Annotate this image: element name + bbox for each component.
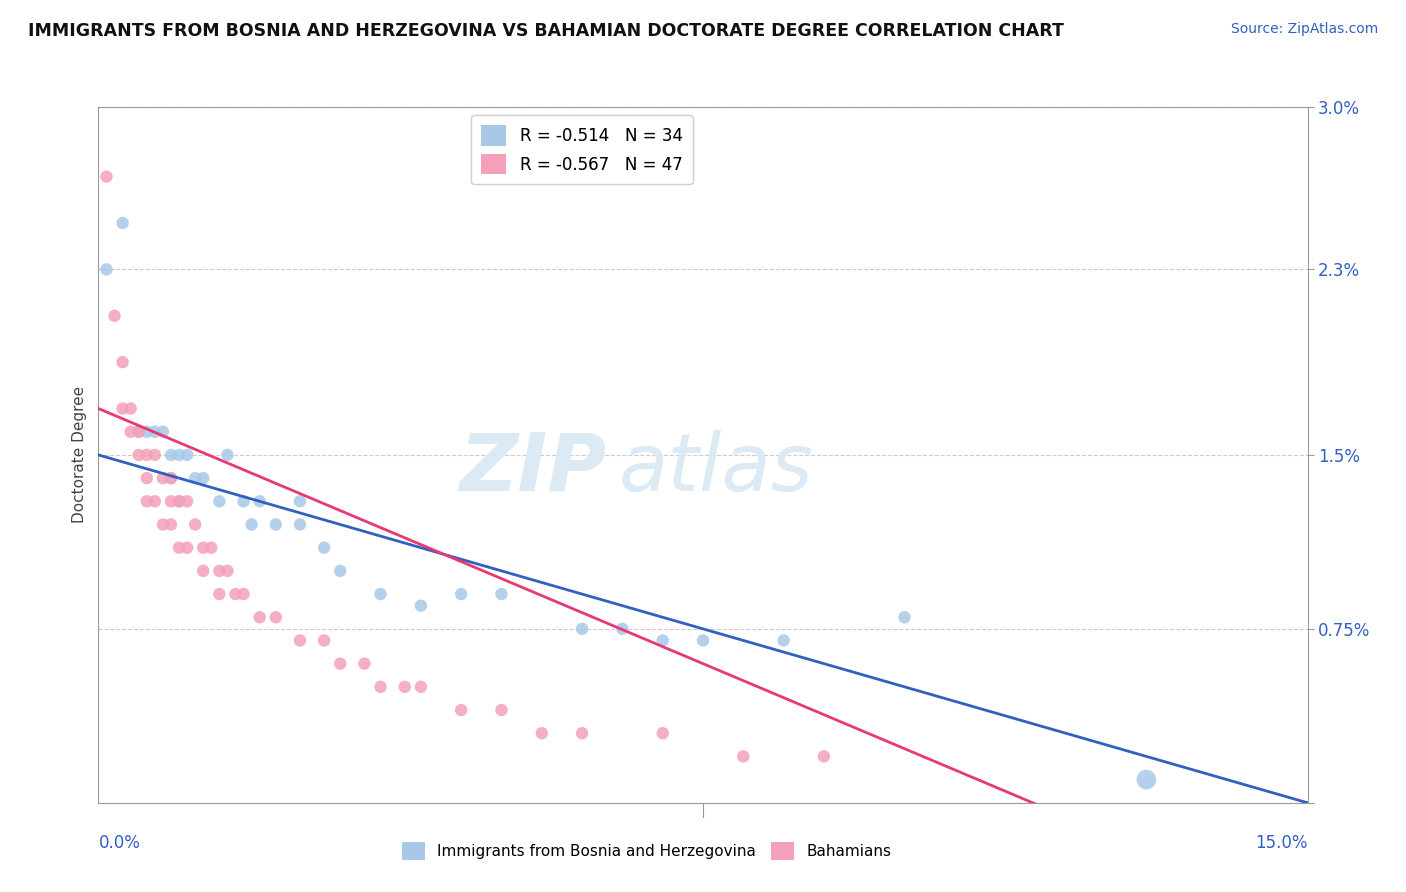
Point bbox=[193, 471, 215, 485]
Point bbox=[200, 541, 222, 555]
Point bbox=[450, 587, 472, 601]
Legend: R = -0.514   N = 34, R = -0.567   N = 47: R = -0.514 N = 34, R = -0.567 N = 47 bbox=[471, 115, 693, 185]
Point bbox=[288, 517, 311, 532]
Point bbox=[96, 262, 118, 277]
Point bbox=[217, 448, 239, 462]
Point bbox=[128, 425, 150, 439]
Point bbox=[152, 425, 174, 439]
Point bbox=[111, 401, 134, 416]
Point bbox=[135, 494, 157, 508]
Point bbox=[120, 425, 142, 439]
Point bbox=[394, 680, 416, 694]
Point bbox=[240, 517, 263, 532]
Text: IMMIGRANTS FROM BOSNIA AND HERZEGOVINA VS BAHAMIAN DOCTORATE DEGREE CORRELATION : IMMIGRANTS FROM BOSNIA AND HERZEGOVINA V… bbox=[28, 22, 1064, 40]
Point bbox=[409, 680, 432, 694]
Text: 15.0%: 15.0% bbox=[1256, 834, 1308, 852]
Point bbox=[103, 309, 125, 323]
Point bbox=[176, 448, 198, 462]
Point bbox=[530, 726, 553, 740]
Point bbox=[612, 622, 634, 636]
Point bbox=[193, 541, 215, 555]
Point bbox=[264, 517, 287, 532]
Point bbox=[217, 564, 239, 578]
Point bbox=[314, 633, 336, 648]
Text: Source: ZipAtlas.com: Source: ZipAtlas.com bbox=[1230, 22, 1378, 37]
Point bbox=[143, 448, 166, 462]
Y-axis label: Doctorate Degree: Doctorate Degree bbox=[72, 386, 87, 524]
Point bbox=[135, 471, 157, 485]
Point bbox=[135, 425, 157, 439]
Point bbox=[128, 425, 150, 439]
Point bbox=[111, 216, 134, 230]
Point bbox=[167, 494, 190, 508]
Point bbox=[143, 425, 166, 439]
Point bbox=[571, 622, 593, 636]
Point bbox=[370, 587, 392, 601]
Point bbox=[176, 541, 198, 555]
Point bbox=[176, 494, 198, 508]
Point bbox=[111, 355, 134, 369]
Point bbox=[208, 564, 231, 578]
Point bbox=[571, 726, 593, 740]
Point bbox=[135, 448, 157, 462]
Text: atlas: atlas bbox=[619, 430, 813, 508]
Point bbox=[249, 610, 271, 624]
Point bbox=[264, 610, 287, 624]
Point bbox=[491, 587, 513, 601]
Point bbox=[167, 494, 190, 508]
Point bbox=[491, 703, 513, 717]
Point bbox=[160, 494, 183, 508]
Point bbox=[193, 564, 215, 578]
Point bbox=[232, 587, 254, 601]
Point bbox=[160, 471, 183, 485]
Point bbox=[692, 633, 714, 648]
Point bbox=[160, 517, 183, 532]
Point bbox=[314, 541, 336, 555]
Point bbox=[232, 494, 254, 508]
Point bbox=[450, 703, 472, 717]
Point bbox=[288, 494, 311, 508]
Point bbox=[160, 471, 183, 485]
Point bbox=[143, 494, 166, 508]
Point bbox=[651, 726, 673, 740]
Point bbox=[329, 564, 352, 578]
Point bbox=[208, 587, 231, 601]
Point bbox=[353, 657, 375, 671]
Point bbox=[409, 599, 432, 613]
Point bbox=[120, 401, 142, 416]
Point bbox=[152, 517, 174, 532]
Point bbox=[370, 680, 392, 694]
Text: ZIP: ZIP bbox=[458, 430, 606, 508]
Point bbox=[1135, 772, 1157, 787]
Point bbox=[160, 448, 183, 462]
Point bbox=[813, 749, 835, 764]
Point bbox=[128, 448, 150, 462]
Point bbox=[167, 541, 190, 555]
Point bbox=[733, 749, 755, 764]
Point bbox=[329, 657, 352, 671]
Point bbox=[184, 471, 207, 485]
Point bbox=[208, 494, 231, 508]
Point bbox=[96, 169, 118, 184]
Point bbox=[224, 587, 246, 601]
Point bbox=[249, 494, 271, 508]
Point bbox=[184, 517, 207, 532]
Point bbox=[152, 471, 174, 485]
Point bbox=[772, 633, 794, 648]
Point bbox=[167, 448, 190, 462]
Text: 0.0%: 0.0% bbox=[98, 834, 141, 852]
Point bbox=[651, 633, 673, 648]
Point bbox=[288, 633, 311, 648]
Point bbox=[893, 610, 915, 624]
Legend: Immigrants from Bosnia and Herzegovina, Bahamians: Immigrants from Bosnia and Herzegovina, … bbox=[396, 836, 897, 866]
